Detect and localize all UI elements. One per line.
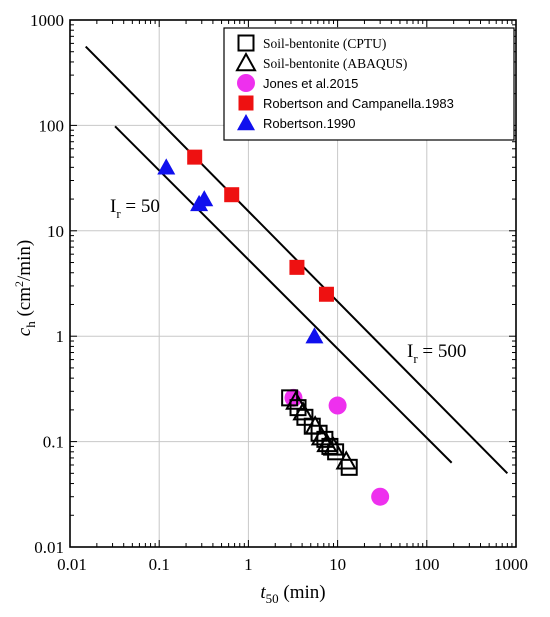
y-tick-label: 100 xyxy=(39,116,65,135)
point-series-3 xyxy=(289,259,305,275)
point-series-1 xyxy=(304,415,326,435)
point-series-4 xyxy=(195,190,214,207)
legend-label-abaqus: Soil-bentonite (ABAQUS) xyxy=(263,56,407,71)
point-series-4 xyxy=(305,327,324,344)
x-tick-label: 0.1 xyxy=(149,555,170,574)
legend-marker-1 xyxy=(235,51,257,72)
point-series-1 xyxy=(335,450,357,470)
legend-marker-4 xyxy=(237,114,255,131)
x-tick-label: 10 xyxy=(329,555,346,574)
legend-markers xyxy=(235,34,257,131)
y-axis-label-sub: h xyxy=(23,321,38,328)
y-axis-label-main: c xyxy=(14,327,35,336)
tick-marks xyxy=(69,19,517,548)
point-series-1 xyxy=(285,390,307,410)
x-tick-label: 1000 xyxy=(494,555,528,574)
point-series-3 xyxy=(224,187,240,203)
point-series-3 xyxy=(187,149,203,165)
legend-label-robertson: Robertson.1990 xyxy=(263,116,356,131)
x-axis-label: t50 (min) xyxy=(260,582,325,606)
ref-line-label-ir500-rest: = 500 xyxy=(418,341,467,362)
point-series-0 xyxy=(340,458,358,476)
ref-line-label-ir50-sub: r xyxy=(116,206,121,221)
y-axis-label-rest2: /min) xyxy=(14,240,35,281)
x-axis-label-sub: 50 xyxy=(266,591,279,606)
point-series-1 xyxy=(322,436,345,456)
x-tick-label: 1 xyxy=(244,555,253,574)
y-tick-label: 10 xyxy=(47,222,64,241)
x-tick-label: 100 xyxy=(414,555,440,574)
legend: Soil-bentonite (CPTU) Soil-bentonite (AB… xyxy=(223,27,515,141)
ref-line-label-ir500-sub: r xyxy=(413,351,418,366)
ref-line-label-ir50-main: I xyxy=(110,196,116,217)
y-axis-label-rest1: (cm xyxy=(14,287,35,322)
x-axis-label-main: t xyxy=(260,582,266,603)
point-series-2 xyxy=(328,396,347,415)
data-points xyxy=(157,149,390,506)
point-series-3 xyxy=(318,286,334,302)
y-tick-label: 1 xyxy=(56,327,65,346)
legend-box xyxy=(223,27,515,141)
y-axis-label-sup: 2 xyxy=(12,281,26,287)
x-axis-label-rest: (min) xyxy=(279,582,326,603)
y-axis-label: ch (cm2/min) xyxy=(12,240,38,336)
legend-label-jones: Jones et al.2015 xyxy=(263,76,358,91)
y-tick-label: 1000 xyxy=(30,11,64,30)
ref-line-label-ir50: Ir = 50 xyxy=(110,196,160,221)
ref-line-label-ir500-main: I xyxy=(407,341,413,362)
legend-marker-3 xyxy=(238,95,254,111)
point-series-4 xyxy=(157,158,176,175)
y-tick-labels: 0.01 0.1 1 10 100 1000 xyxy=(30,11,64,557)
legend-label-robertson-campanella: Robertson and Campanella.1983 xyxy=(263,96,454,111)
x-tick-labels: 0.01 0.1 1 10 100 1000 xyxy=(57,555,528,574)
plot-frame xyxy=(69,19,517,548)
legend-marker-0 xyxy=(237,34,255,52)
ref-line-label-ir500: Ir = 500 xyxy=(407,341,466,366)
legend-marker-2 xyxy=(237,74,255,92)
point-series-2 xyxy=(371,487,390,506)
legend-label-cptu: Soil-bentonite (CPTU) xyxy=(263,36,386,51)
y-tick-label: 0.01 xyxy=(34,538,64,557)
x-tick-label: 0.01 xyxy=(57,555,87,574)
reference-line-0 xyxy=(114,125,453,464)
ref-line-label-ir50-rest: = 50 xyxy=(121,196,160,217)
point-series-1 xyxy=(292,401,314,421)
y-tick-label: 0.1 xyxy=(43,433,64,452)
